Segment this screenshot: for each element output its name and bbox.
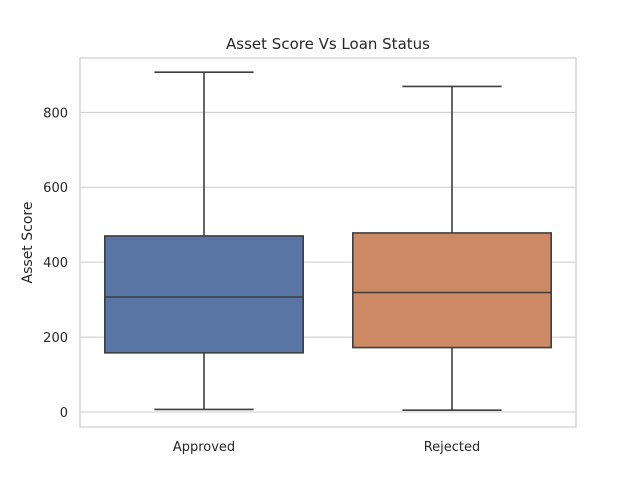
box-iqr xyxy=(104,235,304,354)
box-rejected xyxy=(351,85,552,411)
y-tick-labels: 0 200 400 600 800 xyxy=(43,106,68,421)
x-tick-label: Approved xyxy=(173,440,235,455)
plot-frame xyxy=(79,57,577,428)
y-tick-label: 200 xyxy=(43,331,68,346)
y-axis-label: Asset Score xyxy=(20,202,36,284)
x-tick-label: Rejected xyxy=(424,440,481,455)
y-tick-label: 800 xyxy=(43,106,68,121)
y-tick-label: 0 xyxy=(60,406,68,421)
y-tick-label: 400 xyxy=(43,256,68,271)
box-approved xyxy=(104,71,304,411)
box-iqr xyxy=(351,232,552,349)
y-tick-label: 600 xyxy=(43,181,68,196)
x-tick-labels: Approved Rejected xyxy=(173,440,480,455)
chart-title: Asset Score Vs Loan Status xyxy=(226,35,430,53)
boxes-layer xyxy=(104,71,552,411)
